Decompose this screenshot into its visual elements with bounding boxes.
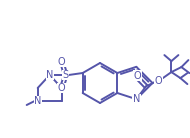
- Text: S: S: [63, 70, 69, 80]
- Text: N: N: [133, 94, 140, 104]
- Text: O: O: [134, 71, 141, 81]
- Text: O: O: [58, 57, 66, 67]
- Text: N: N: [34, 96, 41, 106]
- Text: O: O: [58, 83, 66, 93]
- Text: N: N: [46, 70, 53, 80]
- Text: O: O: [155, 76, 162, 86]
